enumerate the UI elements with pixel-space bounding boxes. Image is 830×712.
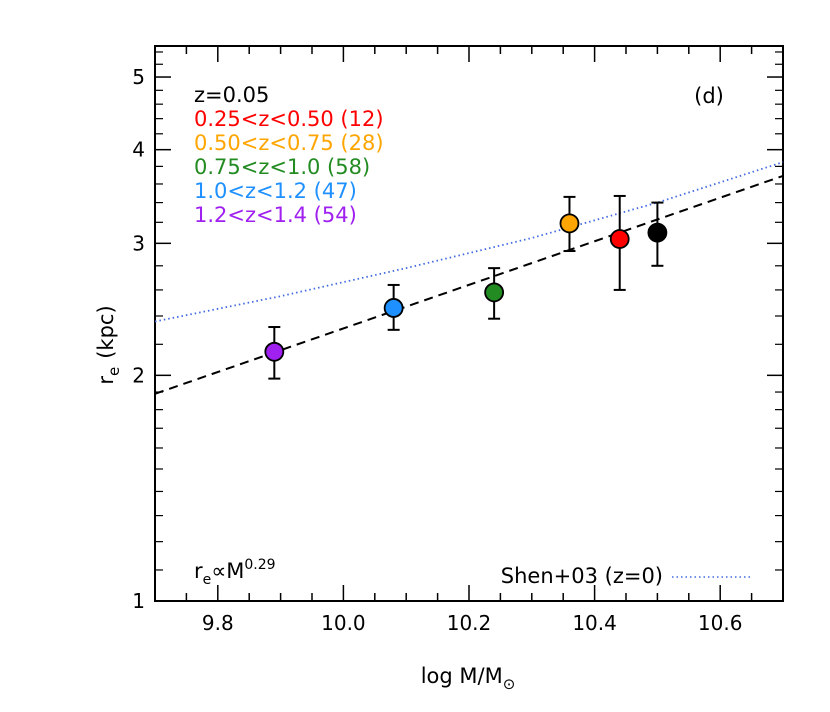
y-axis-title: re (kpc) xyxy=(94,305,123,384)
y-tick-label: 1 xyxy=(132,589,145,613)
data-marker xyxy=(383,298,404,318)
x-tick-label: 10.4 xyxy=(572,611,617,635)
fit-line-layer xyxy=(154,174,784,395)
y-tick-label: 3 xyxy=(132,231,145,255)
data-point xyxy=(484,267,505,320)
data-marker xyxy=(264,341,285,362)
reference-legend-label: Shen+03 (z=0) xyxy=(501,564,663,588)
x-axis-title-main: log M/M xyxy=(421,664,503,688)
x-axis-title-sub: ⊙ xyxy=(503,675,516,693)
data-marker xyxy=(484,282,505,303)
data-point xyxy=(609,194,630,291)
legend: z=0.050.25<z<0.50 (12)0.50<z<0.75 (28)0.… xyxy=(194,83,384,227)
x-tick-label: 10.2 xyxy=(447,611,492,635)
data-point xyxy=(383,283,404,331)
legend-entry: 1.2<z<1.4 (54) xyxy=(194,203,357,227)
data-point xyxy=(647,201,668,267)
y-axis-title-unit: (kpc) xyxy=(94,305,118,358)
x-tick-label: 10.0 xyxy=(321,611,366,635)
y-axis-title-r: r xyxy=(94,376,118,385)
data-marker xyxy=(559,213,580,234)
data-marker xyxy=(647,222,668,243)
fit-label-r: r xyxy=(194,559,203,583)
fit-label-sub: e xyxy=(203,572,212,588)
x-tick-label: 10.6 xyxy=(698,611,743,635)
fit-line-label: re∝M0.29 xyxy=(194,557,276,588)
y-axis-title-sub: e xyxy=(105,367,123,376)
legend-entry: 0.50<z<0.75 (28) xyxy=(194,131,384,155)
x-tick-label: 9.8 xyxy=(202,611,234,635)
data-marker xyxy=(609,229,630,249)
reference-legend: Shen+03 (z=0) xyxy=(501,564,750,588)
legend-entry: 1.0<z<1.2 (47) xyxy=(194,179,357,203)
data-points-layer xyxy=(264,194,668,380)
x-axis-title: log M/M⊙ xyxy=(421,664,516,693)
panel-label: (d) xyxy=(694,84,724,108)
legend-entry: 0.25<z<0.50 (12) xyxy=(194,107,384,131)
legend-entry: z=0.05 xyxy=(194,83,269,107)
fit-label-sup: 0.29 xyxy=(244,557,275,573)
y-tick-label: 5 xyxy=(132,65,145,89)
x-axis-ticks: 9.8 10.0 10.2 10.4 10.6 xyxy=(154,46,784,635)
fit-label-mid: ∝M xyxy=(211,559,244,583)
y-tick-label: 4 xyxy=(132,138,145,162)
y-tick-label: 2 xyxy=(132,363,145,387)
power-law-fit-line xyxy=(154,174,784,395)
plot-area: 9.8 10.0 10.2 10.4 10.6 1 2 3 4 5 xyxy=(132,45,784,635)
data-point xyxy=(559,195,580,253)
y-axis-ticks: 1 2 3 4 5 xyxy=(132,51,783,613)
legend-entry: 0.75<z<1.0 (58) xyxy=(194,155,370,179)
data-point xyxy=(264,326,285,380)
